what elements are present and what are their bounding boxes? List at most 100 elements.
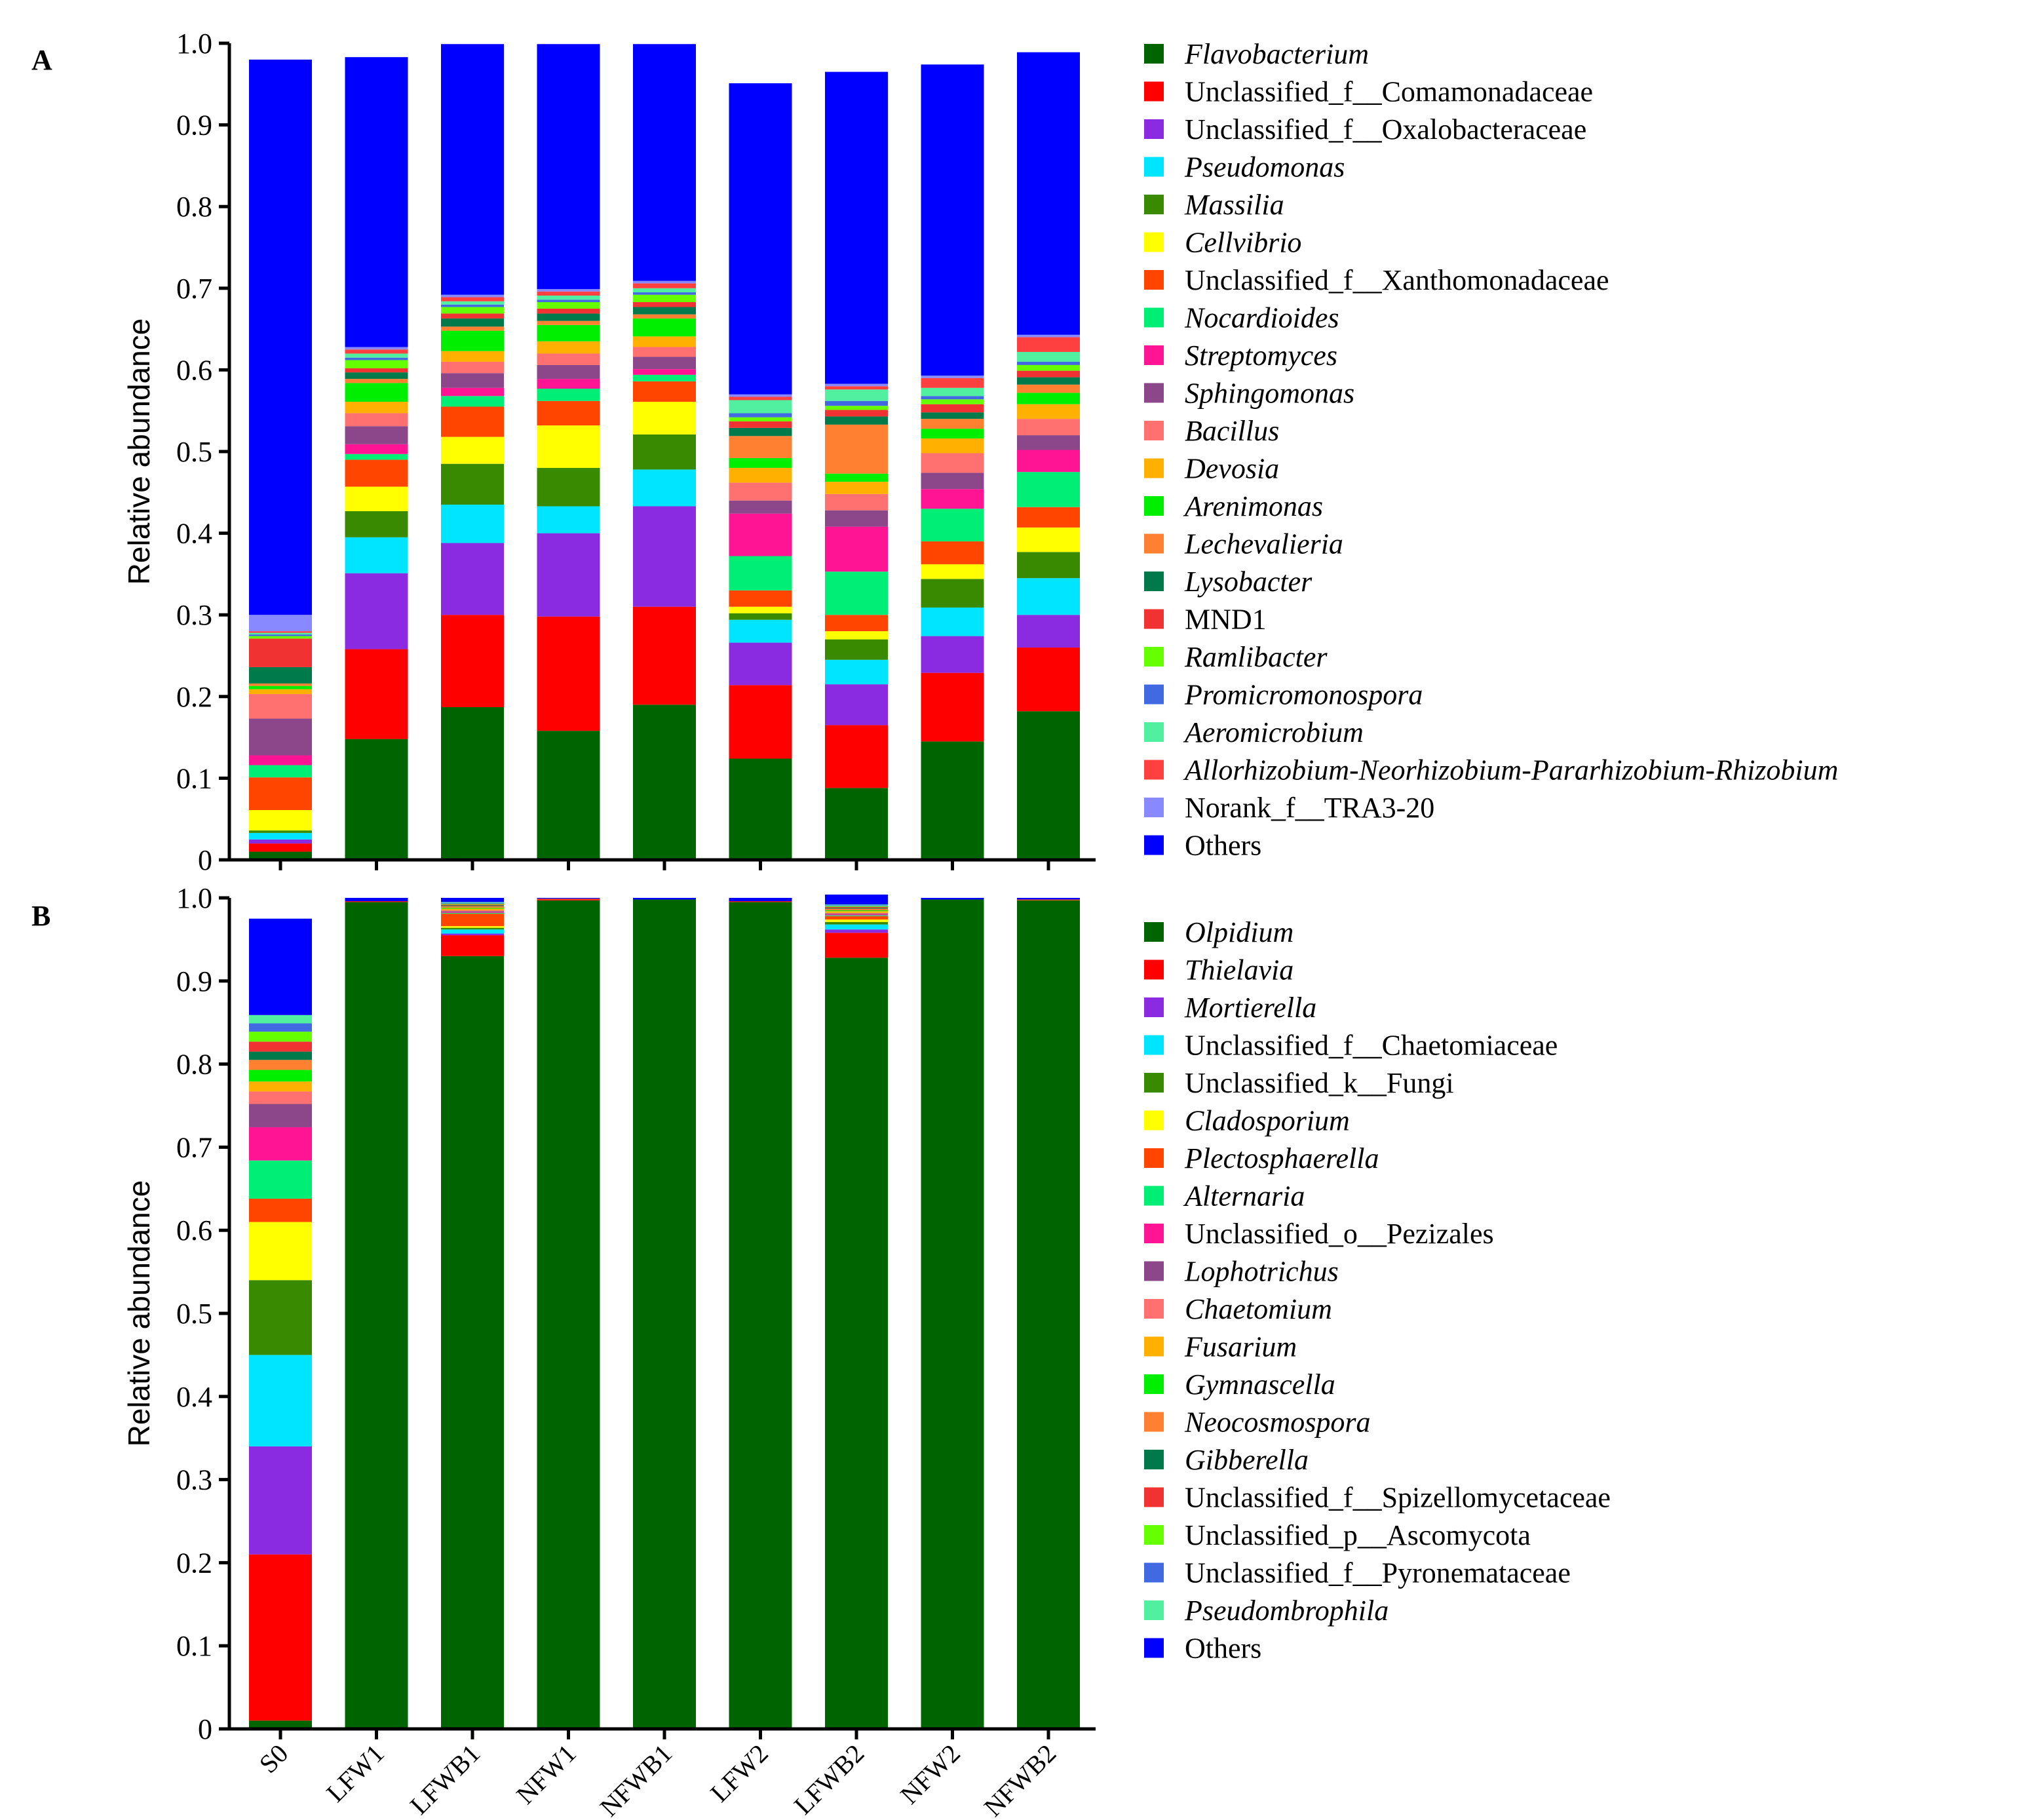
bar-segment-lfwb1-13 [441, 326, 504, 331]
bar-segment-lfwb1-18 [441, 301, 504, 305]
bar-segment-s0-15 [249, 1041, 312, 1052]
legend-label-16: Ramlibacter [1184, 641, 1328, 673]
bar-segment-nfwb1-3 [633, 469, 696, 507]
legend-label-13: Lechevalieria [1184, 528, 1343, 560]
bar-segment-nfwb1-18 [633, 288, 696, 293]
legend-label-15: MND1 [1185, 604, 1267, 636]
bar-segment-s0-6 [249, 1199, 312, 1222]
bar-segment-lfw2-8 [729, 513, 792, 556]
bar-segment-lfwb1-2 [441, 543, 504, 615]
legend-swatch-16 [1144, 1525, 1164, 1545]
bar-segment-lfwb2-9 [825, 510, 888, 527]
legend-swatch-18 [1144, 1600, 1164, 1620]
bar-segment-nfw1-7 [537, 389, 600, 401]
bar-segment-nfwb2-19 [1017, 898, 1080, 900]
bar-segment-lfwb2-19 [825, 894, 888, 905]
x-tick-label-lfwb2: LFWB2 [788, 1739, 870, 1820]
bar-segment-nfw2-15 [921, 404, 984, 413]
bar-segment-nfwb2-14 [1017, 377, 1080, 385]
bar-segment-s0-3 [249, 1355, 312, 1446]
bar-segment-lfwb1-6 [441, 406, 504, 437]
bar-segment-nfw2-11 [921, 438, 984, 454]
legend-swatch-8 [1144, 1224, 1164, 1243]
legend-label-3: Unclassified_f__Chaetomiaceae [1185, 1030, 1558, 1062]
bar-segment-lfwb1-2 [441, 933, 504, 936]
bar-segment-nfw1-13 [537, 320, 600, 325]
bar-segment-lfw1-20 [345, 347, 408, 350]
bar-segment-s0-0 [249, 1720, 312, 1729]
legend-swatch-9 [1144, 1261, 1164, 1281]
bar-segment-lfwb2-17 [825, 400, 888, 406]
legend-label-9: Lophotrichus [1184, 1256, 1339, 1288]
bar-segment-lfwb2-17 [825, 905, 888, 906]
legend-label-1: Unclassified_f__Comamonadaceae [1185, 76, 1593, 108]
bar-segment-nfwb2-0 [1017, 900, 1080, 1729]
bar-segment-lfw1-16 [345, 360, 408, 368]
bar-segment-lfwb1-17 [441, 304, 504, 307]
legend-label-19: Others [1185, 1633, 1261, 1665]
legend-label-2: Mortierella [1184, 992, 1316, 1024]
bar-segment-lfwb2-5 [825, 919, 888, 922]
bar-segment-lfwb2-0 [825, 788, 888, 860]
bar-segment-nfw2-6 [921, 541, 984, 564]
legend-label-11: Devosia [1184, 453, 1279, 485]
bar-segment-lfw2-4 [729, 613, 792, 620]
bar-segment-lfwb2-5 [825, 631, 888, 640]
legend-swatch-11 [1144, 1336, 1164, 1357]
bar-segment-s0-12 [249, 1070, 312, 1082]
y-tick-label: 0 [198, 844, 212, 876]
legend-label-13: Neocosmospora [1184, 1406, 1371, 1439]
bar-segment-lfw1-6 [345, 459, 408, 487]
bar-segment-lfwb2-16 [825, 406, 888, 410]
x-tick-label-s0: S0 [254, 1739, 294, 1779]
legend-swatch-15 [1144, 1487, 1164, 1507]
bar-segment-lfw2-21 [729, 83, 792, 395]
bar-segment-lfwb1-4 [441, 463, 504, 505]
bar-segment-nfw1-15 [537, 308, 600, 314]
bar-segment-nfwb2-18 [1017, 351, 1080, 362]
bar-segment-lfw2-12 [729, 457, 792, 468]
bar-segment-lfw2-11 [729, 467, 792, 483]
y-tick-label: 0.4 [176, 518, 212, 550]
bar-segment-s0-11 [249, 689, 312, 695]
bar-segment-lfwb2-4 [825, 639, 888, 660]
bar-segment-lfw2-3 [729, 619, 792, 643]
bar-segment-nfw1-3 [537, 506, 600, 533]
x-tick-label-lfw2: LFW2 [704, 1739, 774, 1808]
bar-segment-lfw1-0 [345, 739, 408, 860]
bar-segment-s0-2 [249, 1446, 312, 1555]
legend-label-19: Allorhizobium-Neorhizobium-Pararhizobium… [1183, 754, 1838, 786]
bar-segment-lfw1-19 [345, 898, 408, 902]
bar-segment-s0-19 [249, 631, 312, 633]
legend-label-16: Unclassified_p__Ascomycota [1185, 1519, 1531, 1551]
legend-swatch-19 [1144, 1638, 1164, 1658]
bar-segment-lfwb1-8 [441, 387, 504, 397]
bar-segment-lfwb1-20 [441, 294, 504, 298]
legend-swatch-19 [1144, 760, 1164, 780]
bar-segment-nfwb2-2 [1017, 615, 1080, 648]
bar-segment-s0-12 [249, 686, 312, 689]
bar-segment-nfwb1-0 [633, 899, 696, 1729]
bar-segment-nfw2-5 [921, 564, 984, 579]
legend-swatch-4 [1144, 1073, 1164, 1093]
bar-segment-lfwb2-10 [825, 912, 888, 914]
legend-label-6: Plectosphaerella [1184, 1142, 1379, 1174]
y-axis-label: Relative abundance [122, 1180, 156, 1447]
bar-segment-nfw1-0 [537, 731, 600, 860]
bar-segment-lfwb1-3 [441, 929, 504, 934]
bar-segment-nfw1-12 [537, 324, 600, 341]
bar-segment-s0-13 [249, 1060, 312, 1070]
bar-segment-s0-0 [249, 851, 312, 860]
bar-segment-lfw2-2 [729, 642, 792, 686]
bar-segment-s0-3 [249, 832, 312, 840]
bar-segment-nfw1-5 [537, 425, 600, 468]
legend-label-4: Unclassified_k__Fungi [1185, 1067, 1454, 1099]
bar-segment-lfwb2-8 [825, 526, 888, 572]
bar-segment-lfwb1-7 [441, 912, 504, 914]
bar-segment-nfwb2-6 [1017, 507, 1080, 528]
bar-segment-lfwb2-20 [825, 383, 888, 387]
bar-segment-s0-2 [249, 839, 312, 844]
y-tick-label: 0.9 [176, 965, 212, 997]
bar-segment-nfw1-9 [537, 364, 600, 379]
bar-segment-lfwb2-14 [825, 416, 888, 425]
